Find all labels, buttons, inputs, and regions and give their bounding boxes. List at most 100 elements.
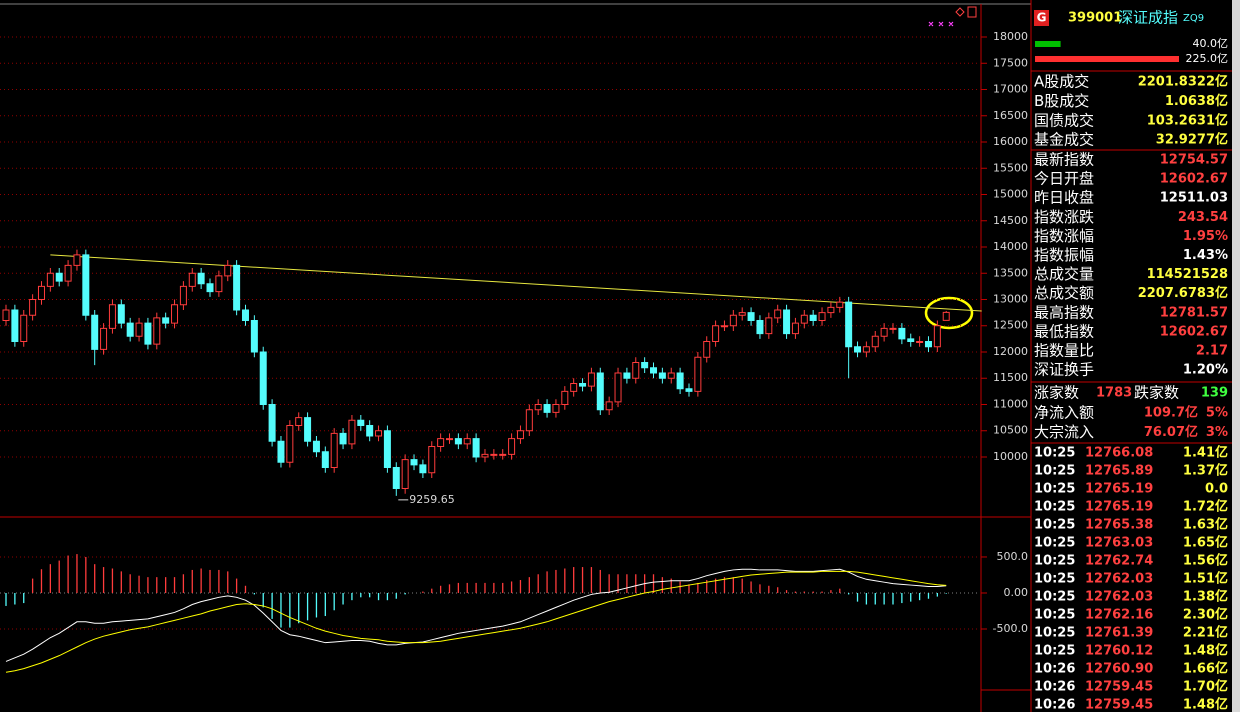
row-label: 最新指数 [1034, 151, 1094, 169]
row-value: 32.9277亿 [1156, 132, 1228, 148]
tick-price: 12760.12 [1085, 644, 1153, 659]
y-tick-label: 12000 [993, 345, 1028, 358]
row-label: 指数量比 [1034, 342, 1094, 360]
row-value: 2.17 [1196, 344, 1228, 359]
candle-body [676, 372, 684, 390]
row-value: 1.43% [1183, 248, 1228, 263]
candle-body [135, 322, 143, 337]
candle-body [321, 451, 329, 468]
candle-body [508, 438, 516, 455]
row-label: A股成交 [1034, 73, 1089, 91]
trend-line [50, 254, 982, 312]
candle-body [871, 335, 879, 348]
candle-body [783, 309, 791, 335]
volume-label: 225.0亿 [1186, 52, 1229, 65]
row-label: 今日开盘 [1034, 170, 1094, 188]
tick-volume: 0.0 [1205, 482, 1228, 497]
macd-line [5, 568, 947, 662]
flow-pct: 5% [1206, 406, 1228, 421]
candle-body [46, 272, 54, 287]
candle-body [215, 275, 223, 293]
candle-body [880, 327, 888, 337]
row-label: 深证换手 [1034, 361, 1094, 379]
tick-volume: 1.56亿 [1183, 553, 1228, 569]
candle-body [20, 314, 28, 342]
y-tick-label: 10500 [993, 424, 1028, 437]
row-value: 243.54 [1178, 210, 1228, 225]
candle-body [552, 403, 560, 413]
candle-body [534, 403, 542, 411]
breadth-value: 1783 [1096, 386, 1132, 401]
candle-body [241, 309, 249, 322]
tick-time: 10:25 [1034, 536, 1075, 551]
diamond-icon [955, 7, 965, 17]
candle-body [162, 317, 170, 324]
candle-body [845, 301, 853, 348]
candle-body [108, 304, 116, 329]
y-tick-label: 10000 [993, 450, 1028, 463]
tick-volume: 1.66亿 [1183, 661, 1228, 677]
marker-icons [928, 21, 954, 27]
tick-volume: 1.70亿 [1183, 679, 1228, 695]
candle-body [472, 438, 480, 458]
y-tick-label: 11000 [993, 397, 1028, 410]
tick-time: 10:25 [1034, 518, 1075, 533]
tick-volume: 1.63亿 [1183, 517, 1228, 533]
row-value: 12754.57 [1160, 153, 1228, 168]
breadth-label: 涨家数 [1034, 384, 1079, 402]
tick-price: 12762.03 [1085, 572, 1153, 587]
flow-value: 76.07亿 [1144, 424, 1198, 440]
panel-separators [1031, 70, 1232, 444]
candle-body [144, 322, 152, 345]
candle-body [720, 325, 728, 328]
tick-price: 12760.90 [1085, 662, 1153, 677]
volume-bar [1035, 41, 1061, 47]
candle-body [756, 320, 764, 335]
candle-body [907, 338, 915, 342]
row-value: 2207.6783亿 [1138, 285, 1228, 301]
volume-label: 40.0亿 [1193, 37, 1229, 50]
candle-body [924, 340, 932, 348]
y-tick-label: 17500 [993, 56, 1028, 69]
row-value: 2201.8322亿 [1138, 74, 1228, 90]
volume-bar [1035, 56, 1179, 62]
tick-time: 10:25 [1034, 626, 1075, 641]
tick-time: 10:25 [1034, 464, 1075, 479]
candle-body [854, 346, 862, 353]
candle-body [73, 254, 81, 266]
y-tick-label: 13500 [993, 266, 1028, 279]
tick-price: 12763.03 [1085, 536, 1153, 551]
candle-body [561, 390, 569, 405]
highlight-circle [924, 296, 974, 330]
candle-body [774, 309, 782, 319]
suffix: ZQ9 [1183, 13, 1204, 24]
row-value: 1.0638亿 [1165, 93, 1228, 109]
candle-body [366, 424, 374, 437]
candle-body [933, 325, 941, 348]
tick-price: 12765.19 [1085, 482, 1153, 497]
candle-body [268, 403, 276, 442]
breadth-label: 跌家数 [1134, 384, 1179, 402]
tick-volume: 1.41亿 [1183, 445, 1228, 461]
badge-text: G [1037, 11, 1047, 25]
row-value: 12602.67 [1160, 172, 1228, 187]
y-tick-label: 11500 [993, 371, 1028, 384]
candle-body [898, 327, 906, 340]
tick-volume: 1.37亿 [1183, 463, 1228, 479]
candle-body [171, 304, 179, 324]
tick-price: 12762.16 [1085, 608, 1153, 623]
candle-body [286, 424, 294, 463]
candle-body [383, 430, 391, 468]
candle-body [197, 272, 205, 285]
candle-body [827, 306, 835, 314]
candle-body [428, 445, 436, 474]
candle-body [712, 325, 720, 342]
tick-volume: 1.51亿 [1183, 571, 1228, 587]
square-icon [967, 6, 977, 18]
candle-body [747, 312, 755, 322]
candle-body [117, 304, 125, 324]
tick-time: 10:26 [1034, 680, 1075, 695]
tick-volume: 1.48亿 [1183, 643, 1228, 659]
row-label: 指数振幅 [1034, 246, 1094, 264]
